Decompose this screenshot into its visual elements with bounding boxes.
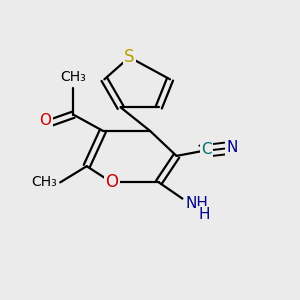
Text: C: C — [202, 142, 212, 158]
Text: S: S — [124, 48, 135, 66]
Text: CH₃: CH₃ — [61, 70, 86, 84]
Text: O: O — [105, 173, 118, 191]
Text: H: H — [199, 207, 210, 222]
Text: CH₃: CH₃ — [32, 176, 57, 189]
Text: O: O — [40, 113, 52, 128]
Text: N: N — [226, 140, 238, 154]
Text: NH: NH — [185, 196, 208, 211]
